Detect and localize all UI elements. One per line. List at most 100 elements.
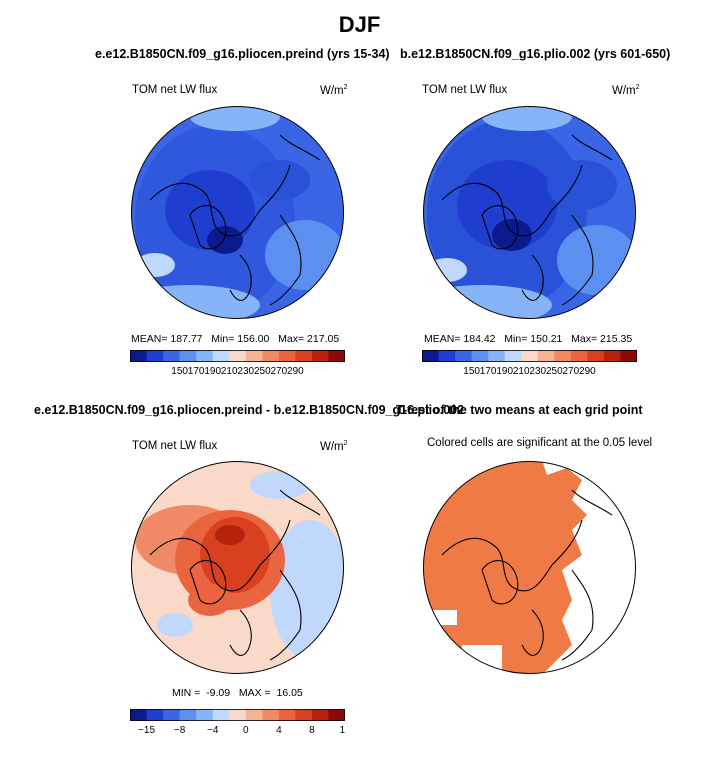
colorbar-border <box>130 709 345 721</box>
panel-1-field-eurasia <box>265 220 344 290</box>
colorbar-tick-label: 270 <box>563 366 580 377</box>
panel-1-polar-map <box>131 106 344 319</box>
colorbar-tick-label: 4 <box>276 725 282 736</box>
colorbar-cell <box>146 350 164 362</box>
colorbar-cell <box>311 350 329 362</box>
colorbar-tick-label: 270 <box>271 366 288 377</box>
panel-3-stats: MIN = -9.09 MAX = 16.05 <box>172 687 303 699</box>
panel-3-field-south <box>155 637 235 673</box>
panel-4-polar-map <box>423 461 636 674</box>
panel-1-map-border <box>131 106 344 319</box>
panel-1-units: W/m2 <box>320 84 348 97</box>
colorbar-tick-label: 170 <box>480 366 497 377</box>
colorbar-cell <box>422 350 440 362</box>
panel-4-coastlines <box>441 489 613 661</box>
colorbar-cell <box>146 709 164 721</box>
colorbar-cell <box>328 709 345 721</box>
colorbar-cell <box>587 350 605 362</box>
colorbar-cell <box>603 350 621 362</box>
colorbar-cell <box>130 709 148 721</box>
panel-2-units: W/m2 <box>612 84 640 97</box>
panel-2-polar-map <box>423 106 636 319</box>
panel-1-coastlines <box>149 134 321 306</box>
panel-3-field-atlantic-neg <box>157 613 193 637</box>
colorbar-tick-label: 0 <box>243 725 249 736</box>
colorbar-cell <box>521 350 539 362</box>
panel-1-variable: TOM net LW flux <box>132 84 218 96</box>
colorbar-cell <box>212 350 230 362</box>
panel-2-stats: MEAN= 184.42 Min= 150.21 Max= 215.35 <box>424 333 633 345</box>
colorbar-tick-label: 250 <box>254 366 271 377</box>
panel-3-map-border <box>131 461 344 674</box>
colorbar-tick-label: 190 <box>496 366 513 377</box>
colorbar-tick-label: 150 <box>463 366 480 377</box>
colorbar-cell <box>262 350 280 362</box>
panel-2-title: b.e12.B1850CN.f09_g16.plio.002 (yrs 601-… <box>400 47 671 61</box>
colorbar-cell <box>537 350 555 362</box>
panel-1-stats: MEAN= 187.77 Min= 156.00 Max= 217.05 <box>131 333 340 345</box>
panel-3-coastlines <box>149 489 321 661</box>
panel-3-colorbar: −15 −8 −4 0 4 8 15 <box>130 709 345 736</box>
colorbar-cell <box>245 709 263 721</box>
colorbar-cell <box>196 350 214 362</box>
colorbar-tick-label: 15 <box>339 725 345 736</box>
colorbar-tick-label: 290 <box>579 366 596 377</box>
panel-2-field-north <box>482 106 572 131</box>
colorbar-cell <box>311 709 329 721</box>
panel-2-field-core <box>457 160 557 250</box>
panel-3-field-pacific-neg <box>250 471 310 499</box>
colorbar-tick-label: −15 <box>138 725 155 736</box>
colorbar-cell <box>179 350 197 362</box>
panel-2-field-min <box>492 219 532 251</box>
colorbar-tick-label: 190 <box>204 366 221 377</box>
panel-1-colorbar: 150 170 190 210 230 250 270 290 <box>130 350 345 377</box>
panel-1-title: e.e12.B1850CN.f09_g16.pliocen.preind (yr… <box>95 47 390 61</box>
colorbar-cell <box>471 350 489 362</box>
panel-4-significant-area <box>423 461 587 674</box>
panel-2-map-border <box>423 106 636 319</box>
panel-3-title: e.e12.B1850CN.f09_g16.pliocen.preind - b… <box>34 403 465 417</box>
colorbar-tick-label: 290 <box>287 366 304 377</box>
colorbar-cell <box>620 350 637 362</box>
colorbar-cell <box>570 350 588 362</box>
colorbar-cell <box>229 350 247 362</box>
colorbar-cell <box>328 350 345 362</box>
panel-2-coastlines <box>441 134 613 306</box>
panel-2-field-pacific <box>547 160 617 210</box>
colorbar-cell <box>278 709 296 721</box>
colorbar-cell <box>163 350 181 362</box>
panel-4-map-border <box>423 461 636 674</box>
colorbar-cell <box>229 709 247 721</box>
panel-4-subtitle: Colored cells are significant at the 0.0… <box>427 437 653 449</box>
colorbar-cell <box>212 709 230 721</box>
colorbar-tick-label: 210 <box>221 366 238 377</box>
colorbar-tick-label: −8 <box>174 725 186 736</box>
colorbar-cell <box>278 350 296 362</box>
colorbar-cell <box>179 709 197 721</box>
colorbar-cell <box>295 350 313 362</box>
colorbar-cell <box>163 709 181 721</box>
colorbar-tick-label: 210 <box>513 366 530 377</box>
panel-1-field-min <box>207 226 243 254</box>
panel-1-field-pacific <box>250 160 310 200</box>
colorbar-cell <box>504 350 522 362</box>
panel-3-field-pos4 <box>188 584 232 616</box>
panel-2-colorbar: 150 170 190 210 230 250 270 290 <box>422 350 637 377</box>
colorbar-cell <box>130 350 148 362</box>
panel-4-title: T-test of the two means at each grid poi… <box>396 403 643 417</box>
panel-4-nonsig-south <box>462 645 502 674</box>
colorbar-cell <box>438 350 456 362</box>
panel-3-field-max <box>215 525 245 545</box>
panel-2-field-eurasia <box>557 225 636 295</box>
panel-1-field-north <box>190 106 280 131</box>
colorbar-cell <box>245 350 263 362</box>
colorbar-cell <box>455 350 473 362</box>
panel-2-variable: TOM net LW flux <box>422 84 508 96</box>
colorbar-cell <box>488 350 506 362</box>
colorbar-tick-label: 170 <box>188 366 205 377</box>
colorbar-tick-label: 230 <box>529 366 546 377</box>
colorbar-tick-label: 8 <box>309 725 315 736</box>
figure-title: DJF <box>338 12 381 37</box>
panel-3-variable: TOM net LW flux <box>132 440 218 452</box>
panel-3-units: W/m2 <box>320 440 348 453</box>
